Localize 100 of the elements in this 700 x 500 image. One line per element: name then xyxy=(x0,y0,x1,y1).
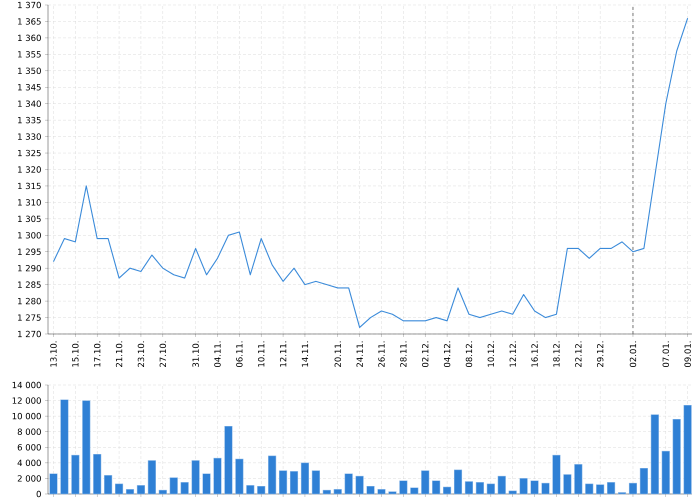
bar xyxy=(366,486,375,494)
y-tick-label: 1 370 xyxy=(18,2,41,8)
bar xyxy=(574,464,582,494)
y-tick-label: 1 330 xyxy=(18,133,41,140)
y-tick-label: 1 340 xyxy=(18,100,41,107)
bar xyxy=(192,460,200,494)
bar xyxy=(170,477,178,494)
x-tick-label: 02.01. xyxy=(630,341,636,367)
bar xyxy=(443,486,452,494)
y-tick-label: 6 000 xyxy=(18,444,41,451)
y-tick-label: 1 355 xyxy=(18,51,41,58)
x-tick-label: 21.10. xyxy=(116,341,122,367)
y-tick-label: 1 320 xyxy=(18,166,41,173)
bar xyxy=(126,489,134,494)
bar xyxy=(421,470,430,494)
y-tick-label: 1 335 xyxy=(18,116,41,124)
x-tick-label: 28.11. xyxy=(400,341,407,367)
y-tick-label: 10 000 xyxy=(12,412,41,420)
y-tick-label: 1 325 xyxy=(18,150,41,156)
y-tick-label: 2 000 xyxy=(18,475,41,482)
bar xyxy=(246,485,254,494)
x-tick-label: 04.12. xyxy=(444,341,450,367)
bar xyxy=(213,458,222,494)
x-tick-label: 02.12. xyxy=(422,341,428,367)
y-tick-label: 1 345 xyxy=(18,84,41,90)
bar xyxy=(432,480,440,494)
y-tick-label: 1 270 xyxy=(18,330,41,338)
bar xyxy=(334,489,342,494)
bar xyxy=(104,475,112,494)
x-tick-label: 22.12. xyxy=(575,341,582,367)
bar xyxy=(662,450,670,494)
bar xyxy=(377,489,386,494)
x-tick-label: 16.12. xyxy=(531,341,538,367)
y-tick-label: 1 280 xyxy=(18,298,41,304)
y-tick-label: 1 295 xyxy=(18,248,41,255)
y-tick-label: 1 285 xyxy=(18,281,41,288)
x-tick-label: 09.01. xyxy=(684,341,691,367)
x-tick-label: 27.10. xyxy=(160,341,166,367)
bar xyxy=(486,484,495,494)
y-tick-label: 1 360 xyxy=(18,34,41,42)
bar xyxy=(202,474,211,494)
x-tick-label: 08.12. xyxy=(466,341,472,367)
bar xyxy=(356,476,364,494)
x-tick-label: 23.10. xyxy=(138,341,144,367)
bar xyxy=(454,470,462,494)
bar xyxy=(640,468,648,494)
bar xyxy=(498,476,506,494)
bar xyxy=(268,456,276,494)
bar xyxy=(322,490,331,494)
bar xyxy=(180,482,189,494)
y-tick-label: 0 xyxy=(36,490,41,498)
x-tick-label: 18.12. xyxy=(553,341,560,367)
bar xyxy=(650,414,659,494)
x-tick-label: 12.12. xyxy=(510,341,516,367)
bar xyxy=(158,490,167,494)
x-tick-label: 20.11. xyxy=(334,341,341,367)
x-tick-label: 10.12. xyxy=(488,341,494,367)
x-tick-label: 12.11. xyxy=(280,341,286,367)
bar xyxy=(596,484,604,494)
bar xyxy=(476,482,484,494)
bar xyxy=(541,482,550,494)
bar xyxy=(279,470,288,494)
x-tick-label: 15.10. xyxy=(72,341,79,367)
bar xyxy=(235,458,244,494)
y-tick-label: 12 000 xyxy=(12,397,41,404)
bar xyxy=(508,490,517,494)
y-tick-label: 1 300 xyxy=(18,232,41,239)
bar xyxy=(585,484,594,494)
bar xyxy=(257,486,266,494)
x-tick-label: 17.10. xyxy=(94,341,100,367)
bar xyxy=(684,404,692,494)
x-tick-label: 06.11. xyxy=(236,341,243,367)
bar xyxy=(530,480,539,494)
y-tick-label: 1 290 xyxy=(18,264,41,272)
bar xyxy=(82,400,90,494)
bar xyxy=(136,485,145,494)
y-tick-label: 4 000 xyxy=(18,460,41,466)
bar xyxy=(520,478,528,494)
bar xyxy=(49,474,58,494)
bar xyxy=(399,480,408,494)
bar xyxy=(607,482,616,494)
x-tick-label: 04.11. xyxy=(214,341,221,367)
bar xyxy=(224,426,232,494)
x-tick-label: 29.12. xyxy=(596,341,604,367)
x-tick-label: 31.10. xyxy=(192,341,199,367)
bar xyxy=(672,419,681,494)
bar xyxy=(312,470,320,494)
bar xyxy=(388,491,396,494)
y-tick-label: 14 000 xyxy=(12,382,41,388)
bar xyxy=(552,454,560,494)
x-tick-label: 26.11. xyxy=(378,341,385,367)
x-tick-label: 10.11. xyxy=(258,341,264,367)
bar xyxy=(563,474,572,494)
bar xyxy=(115,484,124,494)
y-tick-label: 8 000 xyxy=(18,428,41,435)
bar xyxy=(290,471,298,494)
x-tick-label: 14.11. xyxy=(302,341,308,367)
bar xyxy=(300,462,309,494)
bar xyxy=(410,488,418,494)
y-tick-label: 1 365 xyxy=(18,18,41,25)
